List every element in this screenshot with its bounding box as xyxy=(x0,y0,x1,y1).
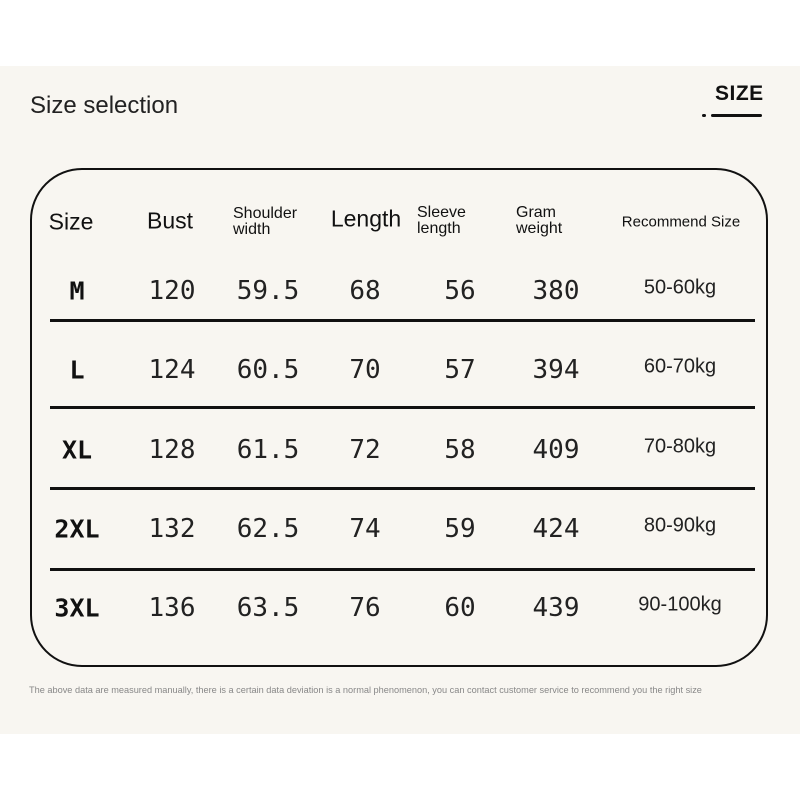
cell-recommend: 50-60kg xyxy=(643,276,717,299)
column-header: Recommend Size xyxy=(621,213,741,231)
column-header: Size xyxy=(48,208,94,235)
disclaimer-note: The above data are measured manually, th… xyxy=(29,685,702,695)
logo-dot xyxy=(702,114,706,117)
page-title: Size selection xyxy=(30,92,179,119)
cell-size: 2XL xyxy=(54,514,100,544)
background-panel xyxy=(0,66,800,734)
cell-size: L xyxy=(69,355,85,385)
cell-recommend: 90-100kg xyxy=(638,593,722,616)
cell-size: 3XL xyxy=(54,593,100,623)
logo-underline xyxy=(711,114,762,117)
cell-length: 76 xyxy=(349,593,381,623)
cell-sleeve: 57 xyxy=(444,355,476,385)
cell-weight: 424 xyxy=(532,514,580,544)
column-header: Gram weight xyxy=(516,204,563,237)
cell-bust: 128 xyxy=(148,435,196,465)
cell-bust: 124 xyxy=(148,355,196,385)
cell-bust: 132 xyxy=(148,514,196,544)
row-divider xyxy=(50,406,755,409)
cell-length: 70 xyxy=(349,355,381,385)
row-divider xyxy=(50,568,755,571)
size-table-frame xyxy=(30,168,768,667)
cell-weight: 409 xyxy=(532,435,580,465)
cell-weight: 439 xyxy=(532,593,580,623)
column-header: Length xyxy=(330,205,402,232)
cell-shoulder: 59.5 xyxy=(236,276,300,306)
cell-sleeve: 56 xyxy=(444,276,476,306)
cell-shoulder: 63.5 xyxy=(236,593,300,623)
column-header: Bust xyxy=(146,207,194,234)
cell-length: 68 xyxy=(349,276,381,306)
size-logo: SIZE xyxy=(715,82,764,105)
cell-weight: 380 xyxy=(532,276,580,306)
cell-sleeve: 59 xyxy=(444,514,476,544)
cell-bust: 136 xyxy=(148,593,196,623)
cell-recommend: 70-80kg xyxy=(643,435,717,458)
cell-length: 72 xyxy=(349,435,381,465)
row-divider xyxy=(50,487,755,490)
cell-weight: 394 xyxy=(532,355,580,385)
cell-sleeve: 60 xyxy=(444,593,476,623)
column-header: Shoulder width xyxy=(233,205,298,238)
cell-recommend: 80-90kg xyxy=(643,514,717,537)
cell-length: 74 xyxy=(349,514,381,544)
cell-size: XL xyxy=(61,435,93,465)
cell-size: M xyxy=(69,276,85,306)
cell-recommend: 60-70kg xyxy=(643,355,717,378)
column-header: Sleeve length xyxy=(417,204,466,237)
cell-sleeve: 58 xyxy=(444,435,476,465)
cell-shoulder: 61.5 xyxy=(236,435,300,465)
cell-shoulder: 60.5 xyxy=(236,355,300,385)
cell-shoulder: 62.5 xyxy=(236,514,300,544)
cell-bust: 120 xyxy=(148,276,196,306)
row-divider xyxy=(50,319,755,322)
